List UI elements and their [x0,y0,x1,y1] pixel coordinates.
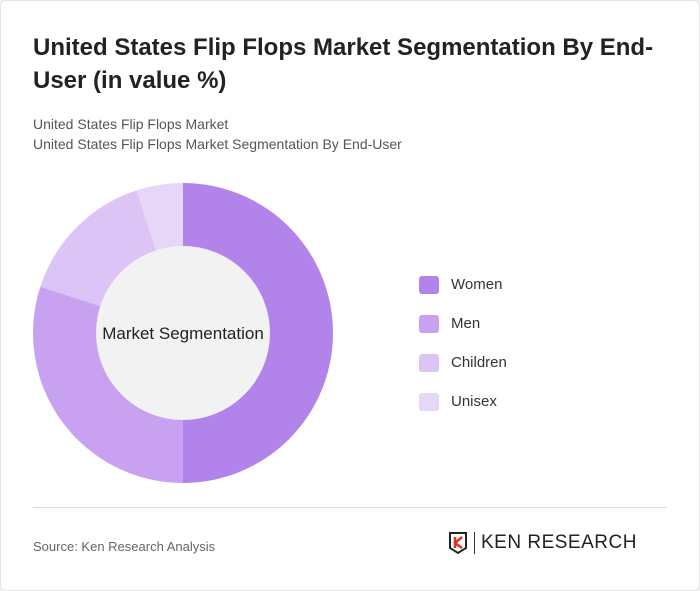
donut-chart: Market Segmentation [32,183,333,483]
legend-item-women: Women [419,265,507,304]
ken-logo-icon [449,532,467,555]
legend-label: Unisex [451,393,497,410]
legend-item-children: Children [419,343,507,382]
legend-label: Children [451,354,507,371]
legend: Women Men Children Unisex [419,265,507,421]
divider [33,507,667,508]
legend-item-men: Men [419,304,507,343]
source-text: Source: Ken Research Analysis [33,539,216,554]
donut-hole [96,246,270,420]
legend-label: Men [451,315,481,332]
legend-label: Women [451,276,503,293]
legend-swatch [419,353,439,372]
legend-swatch [419,392,439,411]
legend-swatch [419,275,439,294]
center-label: Market Segmentation [102,324,264,343]
subtitle-segmentation: United States Flip Flops Market Segmenta… [33,136,402,152]
ken-research-logo: KEN RESEARCH [448,531,637,555]
chart-title: United States Flip Flops Market Segmenta… [33,34,654,94]
legend-swatch [419,314,439,333]
logo-text: KEN RESEARCH [474,532,637,554]
subtitle-market: United States Flip Flops Market [33,116,229,132]
legend-item-unisex: Unisex [419,382,507,421]
